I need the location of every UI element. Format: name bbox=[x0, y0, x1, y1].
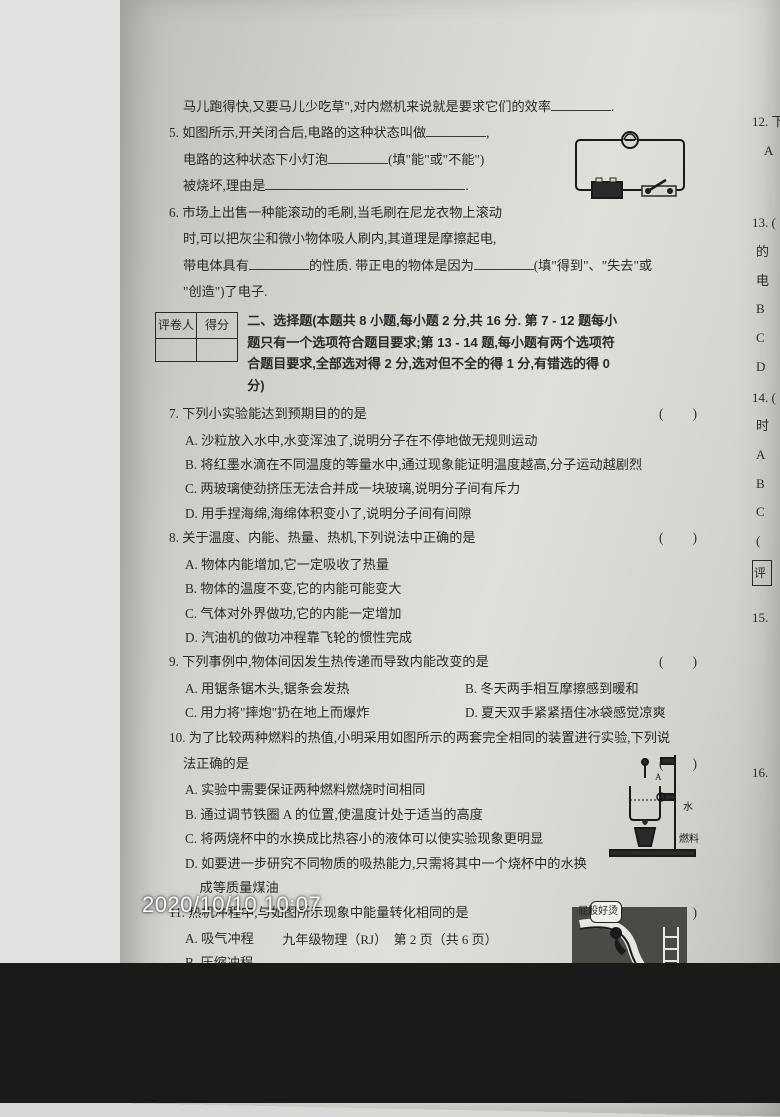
score-table: 评卷人 得分 bbox=[155, 312, 238, 361]
q6-line4: "创造")了电子. bbox=[183, 284, 267, 299]
q7-opt-c: C. 两玻璃使劲挤压无法合并成一块玻璃,说明分子间有斥力 bbox=[185, 477, 745, 501]
q7-opt-d: D. 用手捏海绵,海绵体积变小了,说明分子间有间隙 bbox=[185, 502, 745, 526]
label-water: 水 bbox=[683, 801, 693, 813]
score-label-score: 得分 bbox=[197, 313, 238, 338]
fill-blank[interactable] bbox=[249, 257, 309, 270]
q6-line3c: (填"得到"、"失去"或 bbox=[534, 258, 652, 273]
q6-line1: 6. 市场上出售一种能滚动的毛刷,当毛刷在尼龙衣物上滚动 bbox=[169, 205, 502, 220]
answer-brackets[interactable]: ( ) bbox=[675, 650, 705, 674]
label-fuel: 燃料 bbox=[679, 832, 699, 845]
q8-stem: 8. 关于温度、内能、热量、热机,下列说法中正确的是 bbox=[169, 530, 476, 545]
section2-heading: 二、选择题(本题共 8 小题,每小题 2 分,共 16 分. 第 7 - 12 … bbox=[247, 310, 627, 396]
q9-opt-c: C. 用力将"摔炮"扔在地上而爆炸 bbox=[185, 701, 465, 725]
answer-brackets[interactable]: ( ) bbox=[675, 402, 705, 426]
q8-opt-a: A. 物体内能增加,它一定吸收了热量 bbox=[185, 553, 745, 577]
page-content: 马儿跑得快,又要马儿少吃草",对内燃机来说就是要求它们的效率. 5. 如图所示,… bbox=[155, 95, 745, 1025]
answer-brackets[interactable]: ( ) bbox=[675, 526, 705, 550]
q10-opt-c: C. 将两烧杯中的水换成比热容小的液体可以使实验现象更明显 bbox=[185, 827, 605, 851]
q10-opt-d1: D. 如要进一步研究不同物质的吸热能力,只需将其中一个烧杯中的水换 bbox=[185, 852, 605, 876]
q8-opt-d: D. 汽油机的做功冲程靠飞轮的惯性完成 bbox=[185, 626, 745, 650]
apparatus-figure: A 水 燃料 bbox=[605, 750, 700, 845]
fill-blank[interactable] bbox=[474, 257, 534, 270]
page-footer: 九年级物理（RJ） 第 2 页（共 6 页） bbox=[0, 929, 780, 948]
cut-text: 16. bbox=[752, 761, 780, 786]
right-page-cutoff: 12. 下 A 13. ( 的 电 B C D 14. ( 时 A B C ( … bbox=[752, 100, 780, 790]
q5-line3: 被烧坏,理由是 bbox=[183, 178, 265, 193]
q7-stem: 7. 下列小实验能达到预期目的的是 bbox=[169, 406, 367, 421]
fill-blank[interactable] bbox=[265, 177, 465, 190]
q10-stem1: 10. 为了比较两种燃料的热值,小明采用如图所示的两套完全相同的装置进行实验,下… bbox=[169, 730, 670, 745]
q5-line2b: (填"能"或"不能") bbox=[388, 152, 484, 167]
q6-line3a: 带电体具有 bbox=[183, 258, 249, 273]
q10-opt-a: A. 实验中需要保证两种燃料燃烧时间相同 bbox=[185, 778, 605, 802]
cut-text: 时 bbox=[752, 414, 780, 439]
q9-opt-a: A. 用锯条锯木头,锯条会发热 bbox=[185, 677, 465, 701]
cut-text: D bbox=[752, 355, 780, 380]
cut-text: A bbox=[752, 139, 780, 164]
cut-text: C bbox=[752, 500, 780, 525]
cut-text: B bbox=[752, 472, 780, 497]
speech-bubble: 屁股好烫 bbox=[590, 901, 622, 924]
q5-line2a: 电路的这种状态下小灯泡 bbox=[183, 152, 328, 167]
cut-text: A bbox=[752, 443, 780, 468]
cut-text: 电 bbox=[752, 269, 780, 294]
cut-text: 评 bbox=[752, 560, 772, 587]
q5-line1: 5. 如图所示,开关闭合后,电路的这种状态叫做 bbox=[169, 125, 426, 140]
q9-opt-d: D. 夏天双手紧紧捂住冰袋感觉凉爽 bbox=[465, 701, 745, 725]
fill-blank[interactable] bbox=[328, 151, 388, 164]
q7-opt-a: A. 沙粒放入水中,水变浑浊了,说明分子在不停地做无规则运动 bbox=[185, 429, 745, 453]
q10-opt-b: B. 通过调节铁圈 A 的位置,使温度计处于适当的高度 bbox=[185, 803, 605, 827]
score-cell[interactable] bbox=[156, 338, 197, 361]
bottom-black-bar bbox=[0, 963, 780, 1103]
q6-line3b: 的性质. 带正电的物体是因为 bbox=[309, 258, 474, 273]
score-cell[interactable] bbox=[197, 338, 238, 361]
q9-stem: 9. 下列事例中,物体间因发生热传递而导致内能改变的是 bbox=[169, 654, 489, 669]
q7-opt-b: B. 将红墨水滴在不同温度的等量水中,通过现象能证明温度越高,分子运动越剧烈 bbox=[185, 453, 745, 477]
cut-text: 14. ( bbox=[752, 386, 780, 411]
label-a: A bbox=[655, 772, 662, 782]
fill-blank[interactable] bbox=[551, 98, 611, 111]
photo-timestamp: 2020/10/10 10:07 bbox=[142, 892, 321, 918]
cut-text: 的 bbox=[752, 240, 780, 265]
cut-text: 12. 下 bbox=[752, 110, 780, 135]
cut-text: B bbox=[752, 297, 780, 322]
q10-stem2: 法正确的是 bbox=[183, 756, 249, 771]
cut-text: 15. bbox=[752, 606, 780, 631]
cut-text: ( bbox=[752, 529, 780, 554]
q6-line2: 时,可以把灰尘和微小物体吸人刷内,其道理是摩擦起电, bbox=[183, 231, 496, 246]
fill-blank[interactable] bbox=[426, 125, 486, 138]
cut-text: C bbox=[752, 326, 780, 351]
q4-tail: 马儿跑得快,又要马儿少吃草",对内燃机来说就是要求它们的效率 bbox=[183, 99, 551, 114]
q9-opt-b: B. 冬天两手相互摩擦感到暖和 bbox=[465, 677, 745, 701]
cut-text: 13. ( bbox=[752, 211, 780, 236]
q8-opt-b: B. 物体的温度不变,它的内能可能变大 bbox=[185, 577, 745, 601]
circuit-figure bbox=[570, 130, 690, 200]
score-label-grader: 评卷人 bbox=[156, 313, 197, 338]
q8-opt-c: C. 气体对外界做功,它的内能一定增加 bbox=[185, 602, 745, 626]
